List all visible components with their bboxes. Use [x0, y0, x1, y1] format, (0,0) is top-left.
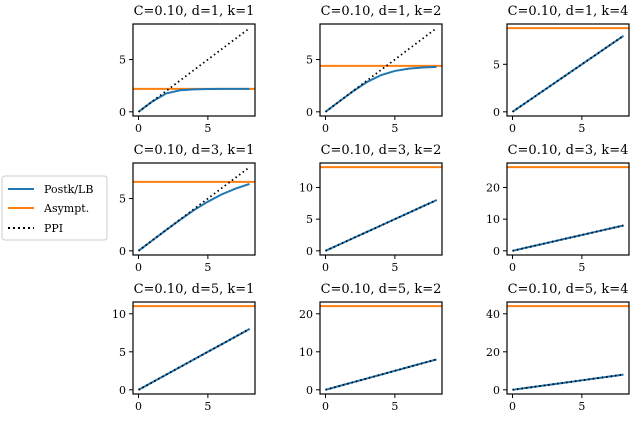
axes-frame: [506, 23, 630, 117]
y-tick-label: 10: [299, 181, 313, 194]
y-tick-label: 10: [112, 308, 126, 321]
y-tick-label: 20: [486, 181, 500, 194]
subplot-title: C=0.10, d=1, k=2: [321, 4, 442, 19]
axes-frame: [506, 301, 630, 395]
postk-lb-line: [137, 182, 250, 252]
subplot-title: C=0.10, d=3, k=1: [134, 143, 255, 158]
axes-frame: [506, 162, 630, 256]
y-tick-label: 5: [306, 54, 313, 67]
y-tick-label: 10: [299, 346, 313, 359]
ppi-line: [138, 328, 250, 391]
y-tick-label: 20: [299, 308, 313, 321]
subplot-6: C=0.10, d=3, k=4 0 5 0 10 20: [486, 143, 630, 274]
subplot-3: C=0.10, d=1, k=4 0 5 0 5: [493, 4, 630, 135]
ppi-line: [512, 373, 624, 391]
legend: Postk/LB Asympt. PPI: [1, 175, 108, 241]
y-tick-label: 0: [493, 384, 500, 397]
subplot-1: C=0.10, d=1, k=1 0 5 0 5: [119, 4, 256, 135]
subplot-2: C=0.10, d=1, k=2 0 5 0 5: [306, 4, 443, 135]
axes-frame: [319, 301, 443, 395]
axes-frame: [132, 301, 256, 395]
x-tick-label: 5: [578, 400, 585, 413]
axes-frame: [132, 23, 256, 117]
y-tick-label: 5: [119, 346, 126, 359]
x-tick-label: 0: [509, 122, 516, 135]
x-tick-label: 0: [509, 400, 516, 413]
subplot-9: C=0.10, d=5, k=4 0 5 0 20 40: [486, 282, 630, 413]
subplot-title: C=0.10, d=1, k=1: [134, 4, 255, 19]
ppi-line: [512, 224, 624, 252]
y-tick-label: 10: [486, 213, 500, 226]
x-tick-label: 5: [578, 261, 585, 274]
legend-label-postk: Postk/LB: [44, 183, 93, 196]
x-tick-label: 5: [391, 400, 398, 413]
y-tick-label: 0: [306, 384, 313, 397]
postk-lb-line: [324, 65, 437, 113]
axes-frame: [319, 162, 443, 256]
subplot-4: C=0.10, d=3, k=1 0 5 0 5: [119, 143, 256, 274]
x-tick-label: 5: [391, 122, 398, 135]
x-tick-label: 0: [135, 400, 142, 413]
y-tick-label: 0: [306, 106, 313, 119]
y-tick-label: 5: [493, 58, 500, 71]
y-tick-label: 0: [119, 106, 126, 119]
y-tick-label: 0: [493, 245, 500, 258]
x-tick-label: 0: [322, 122, 329, 135]
y-tick-label: 40: [486, 308, 500, 321]
y-tick-label: 5: [306, 213, 313, 226]
subplot-5: C=0.10, d=3, k=2 0 5 0 5 10: [299, 143, 443, 274]
ppi-line: [325, 358, 437, 391]
ppi-line: [137, 27, 251, 113]
y-tick-label: 0: [119, 245, 126, 258]
x-tick-label: 0: [322, 261, 329, 274]
x-tick-label: 0: [135, 261, 142, 274]
x-tick-label: 5: [204, 261, 211, 274]
subplot-7: C=0.10, d=5, k=1 0 5 0 5 10: [112, 282, 256, 413]
y-tick-label: 20: [486, 346, 500, 359]
ppi-line: [137, 166, 251, 252]
subplot-title: C=0.10, d=3, k=2: [321, 143, 442, 158]
x-tick-label: 5: [204, 400, 211, 413]
x-tick-label: 5: [204, 122, 211, 135]
subplot-title: C=0.10, d=5, k=4: [508, 282, 629, 297]
postk-lb-line: [325, 199, 437, 252]
x-tick-label: 0: [322, 400, 329, 413]
legend-label-asympt: Asympt.: [43, 202, 89, 215]
subplot-8: C=0.10, d=5, k=2 0 5 0 10 20: [299, 282, 443, 413]
legend-label-ppi: PPI: [44, 222, 63, 235]
y-tick-label: 0: [119, 384, 126, 397]
x-tick-label: 5: [391, 261, 398, 274]
subplot-title: C=0.10, d=1, k=4: [508, 4, 629, 19]
x-tick-label: 0: [135, 122, 142, 135]
ppi-line: [324, 27, 438, 113]
x-tick-label: 5: [578, 122, 585, 135]
y-tick-label: 0: [493, 106, 500, 119]
y-tick-label: 5: [119, 54, 126, 67]
postk-lb-line: [511, 34, 625, 113]
subplot-title: C=0.10, d=3, k=4: [508, 143, 629, 158]
postk-lb-line: [325, 358, 437, 391]
postk-lb-line: [512, 224, 624, 252]
subplot-title: C=0.10, d=5, k=1: [134, 282, 255, 297]
postk-lb-line: [137, 87, 250, 113]
y-tick-label: 0: [306, 245, 313, 258]
axes-frame: [319, 23, 443, 117]
axes-frame: [132, 162, 256, 256]
y-tick-label: 5: [119, 193, 126, 206]
subplot-title: C=0.10, d=5, k=2: [321, 282, 442, 297]
x-tick-label: 0: [509, 261, 516, 274]
